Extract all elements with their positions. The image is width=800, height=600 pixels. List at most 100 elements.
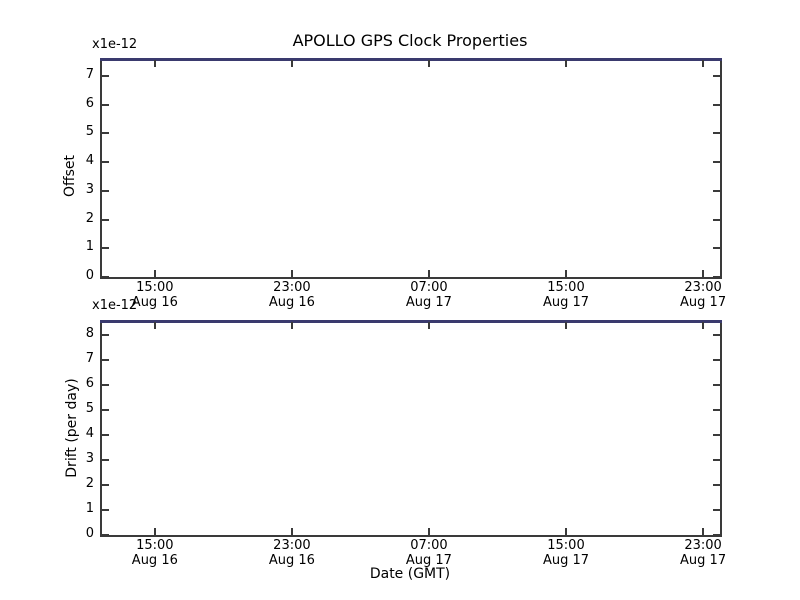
y-tick-label: 6 bbox=[85, 375, 94, 391]
y-tick-mark bbox=[713, 358, 720, 361]
y-tick-mark bbox=[102, 408, 109, 411]
y-tick-label: 7 bbox=[85, 350, 94, 366]
x-tick-mark bbox=[564, 528, 567, 535]
x-tick-mark bbox=[702, 60, 705, 67]
y-tick-mark bbox=[102, 161, 109, 164]
y-tick-mark bbox=[713, 483, 720, 486]
x-tick-mark bbox=[153, 322, 156, 329]
y-tick-mark bbox=[102, 276, 109, 278]
y-tick-mark bbox=[713, 508, 720, 511]
x-tick-mark bbox=[702, 528, 705, 535]
y-tick-mark bbox=[713, 433, 720, 436]
x-tick-date: Aug 17 bbox=[405, 295, 452, 310]
x-tick-mark bbox=[290, 60, 293, 67]
x-tick-mark bbox=[702, 270, 705, 277]
plot-area-offset: 15:00 Aug 16 23:00 Aug 16 07:00 Aug 17 15:00 Au… bbox=[86, 58, 726, 310]
x-tick-label: 15:00 Aug 17 bbox=[530, 538, 602, 568]
y-tick-mark bbox=[713, 276, 720, 278]
x-tick-date: Aug 16 bbox=[268, 295, 315, 310]
y-tick-label: 0 bbox=[85, 268, 94, 283]
y-tick-label: 5 bbox=[85, 124, 94, 140]
y-tick-mark bbox=[713, 247, 720, 250]
y-tick-mark bbox=[102, 483, 109, 486]
x-tick-mark bbox=[153, 528, 156, 535]
y-tick-label: 8 bbox=[85, 325, 94, 341]
y-tick-mark bbox=[713, 534, 720, 536]
x-axis-label: Date (GMT) bbox=[369, 566, 451, 582]
x-tick-date: Aug 17 bbox=[542, 295, 590, 310]
y-tick-mark bbox=[102, 383, 109, 386]
y-tick-mark bbox=[102, 458, 109, 461]
x-tick-time: 23:00 bbox=[273, 538, 311, 553]
x-tick-date: Aug 16 bbox=[131, 295, 178, 310]
x-tick-label: 15:00 Aug 16 bbox=[119, 538, 191, 568]
y-tick-mark bbox=[102, 433, 109, 436]
y-tick-label: 3 bbox=[85, 450, 94, 466]
x-tick-time: 23:00 bbox=[273, 280, 311, 295]
top-edge-line bbox=[100, 320, 722, 323]
y-tick-label: 2 bbox=[85, 210, 94, 226]
y-tick-mark bbox=[102, 74, 109, 77]
x-tick-mark bbox=[153, 60, 156, 67]
y-tick-label: 4 bbox=[85, 425, 94, 441]
x-tick-label: 23:00 Aug 16 bbox=[256, 538, 328, 568]
x-tick-mark bbox=[564, 60, 567, 67]
y-tick-mark bbox=[713, 74, 720, 77]
x-tick-mark bbox=[427, 322, 430, 329]
y-offset-multiplier-top: x1e-12 bbox=[92, 37, 138, 52]
x-tick-date: Aug 17 bbox=[680, 553, 727, 568]
y-tick-label: 3 bbox=[85, 181, 94, 197]
x-tick-mark bbox=[564, 270, 567, 277]
x-tick-date: Aug 16 bbox=[268, 553, 315, 568]
y-tick-label: 1 bbox=[85, 239, 94, 255]
y-tick-mark bbox=[713, 189, 720, 192]
x-tick-time: 23:00 bbox=[684, 280, 722, 295]
y-tick-label: 1 bbox=[85, 500, 94, 516]
y-tick-mark bbox=[102, 218, 109, 221]
x-tick-time: 07:00 bbox=[410, 280, 448, 295]
x-tick-time: 15:00 bbox=[136, 538, 174, 553]
y-tick-mark bbox=[713, 458, 720, 461]
y-tick-mark bbox=[102, 508, 109, 511]
y-tick-mark bbox=[102, 333, 109, 336]
y-tick-mark bbox=[713, 103, 720, 106]
y-axis-label-offset: Offset bbox=[62, 154, 78, 198]
x-tick-label: 23:00 Aug 17 bbox=[667, 538, 739, 568]
y-tick-mark bbox=[713, 383, 720, 386]
y-axis-label-drift: Drift (per day) bbox=[64, 378, 80, 478]
x-tick-label: 15:00 Aug 16 bbox=[119, 280, 191, 310]
x-tick-mark bbox=[702, 322, 705, 329]
x-tick-date: Aug 16 bbox=[131, 553, 178, 568]
y-tick-label: 2 bbox=[85, 475, 94, 491]
x-tick-mark bbox=[153, 270, 156, 277]
y-tick-mark bbox=[102, 189, 109, 192]
top-edge-line bbox=[100, 58, 722, 61]
y-tick-mark bbox=[713, 333, 720, 336]
y-tick-label: 5 bbox=[85, 400, 94, 416]
x-tick-mark bbox=[427, 528, 430, 535]
x-tick-mark bbox=[290, 270, 293, 277]
x-tick-mark bbox=[564, 322, 567, 329]
y-tick-mark bbox=[713, 218, 720, 221]
x-tick-label: 15:00 Aug 17 bbox=[530, 280, 602, 310]
x-tick-time: 23:00 bbox=[684, 538, 722, 553]
x-tick-mark bbox=[290, 528, 293, 535]
x-tick-label: 23:00 Aug 16 bbox=[256, 280, 328, 310]
y-tick-label: 0 bbox=[85, 526, 94, 541]
x-tick-label: 07:00 Aug 17 bbox=[393, 538, 465, 568]
figure-title: APOLLO GPS Clock Properties bbox=[292, 31, 528, 50]
x-tick-date: Aug 17 bbox=[542, 553, 590, 568]
y-tick-mark bbox=[102, 132, 109, 135]
y-tick-mark bbox=[713, 408, 720, 411]
y-tick-label: 4 bbox=[85, 153, 94, 169]
x-tick-date: Aug 17 bbox=[405, 553, 452, 568]
x-tick-time: 15:00 bbox=[136, 280, 174, 295]
y-tick-mark bbox=[102, 247, 109, 250]
x-tick-mark bbox=[427, 270, 430, 277]
y-tick-mark bbox=[102, 103, 109, 106]
x-tick-date: Aug 17 bbox=[680, 295, 727, 310]
x-tick-time: 07:00 bbox=[410, 538, 448, 553]
x-tick-time: 15:00 bbox=[547, 538, 585, 553]
x-tick-label: 23:00 Aug 17 bbox=[667, 280, 739, 310]
y-tick-mark bbox=[102, 358, 109, 361]
